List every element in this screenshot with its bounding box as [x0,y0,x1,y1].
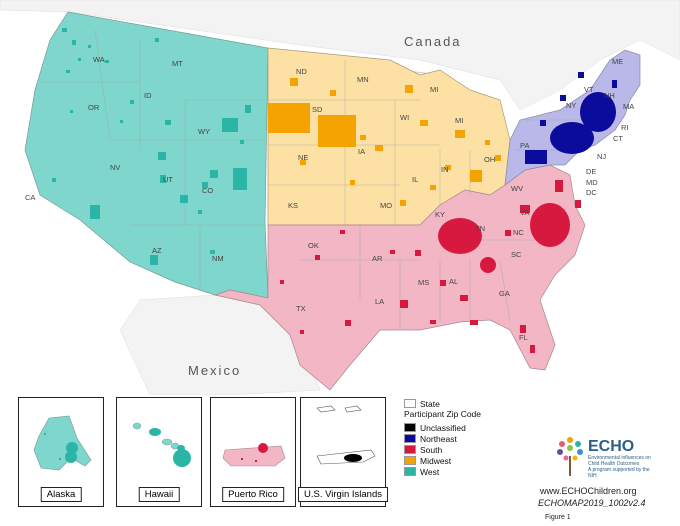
inset-label-puerto-rico: Puerto Rico [222,487,284,502]
logo-note-text: A program supported by the NIH [588,467,650,479]
inset-virgin-islands: U.S. Virgin Islands [298,397,388,507]
state-label: DC [586,188,597,197]
legend-swatch [404,445,416,454]
state-label: GA [499,289,510,298]
state-label: IN [441,165,449,174]
state-label: MD [586,178,598,187]
legend-title: Participant Zip Code [404,409,482,419]
legend-state-row: State [404,398,481,409]
state-label: NJ [597,152,606,161]
state-label: NH [604,91,615,100]
legend-item: West [404,466,481,477]
state-label: OH [484,155,495,164]
legend-item-label: Northeast [420,433,457,444]
state-label: MN [357,75,369,84]
state-label: ME [612,57,623,66]
legend-state-label: State [420,398,440,409]
map-id: ECHOMAP2019_1002v2.4 [538,498,646,508]
legend-swatch [404,434,416,443]
inset-puerto-rico: Puerto Rico [210,397,296,507]
state-label: MI [455,116,463,125]
state-label: MS [418,278,429,287]
state-label: LA [375,297,384,306]
state-label: CA [25,193,35,202]
canada-label: Canada [404,34,462,49]
state-label: NM [212,254,224,263]
state-label: VA [520,208,529,217]
state-label: CO [202,186,213,195]
midwest-participant-clusters [268,78,501,206]
state-label: KS [288,201,298,210]
legend-item: Northeast [404,433,481,444]
state-label: WI [400,113,409,122]
state-label: FL [519,333,528,342]
state-label: NC [513,228,524,237]
state-label: ND [296,67,307,76]
state-label: WA [93,55,105,64]
state-label: IL [412,175,418,184]
state-label: WY [198,127,210,136]
state-label: PA [520,141,529,150]
state-label: RI [621,123,629,132]
state-label: OK [308,241,319,250]
state-label: WV [511,184,523,193]
state-label: KY [435,210,445,219]
state-label: NY [566,101,576,110]
state-label: AR [372,254,383,263]
state-label: SD [312,105,323,114]
legend-item-label: Midwest [420,455,452,466]
inset-alaska: Alaska [18,397,104,507]
website-url[interactable]: www.ECHOChildren.org [540,486,637,496]
echo-logo-icon [557,437,583,476]
us-map: WA MT OR ID WY NV UT CO CA AZ NM ND MN S… [0,0,680,395]
legend-swatch [404,456,416,465]
figure-caption: Figure 1 [545,514,571,521]
legend-item-label: Unclassified [420,422,466,433]
mexico-label: Mexico [188,363,242,378]
legend-item: Midwest [404,455,481,466]
state-label: UT [163,175,173,184]
legend-swatch [404,423,416,432]
legend-swatch [404,467,416,476]
inset-hawaii: Hawaii [116,397,202,507]
logo-name: ECHO [588,438,635,455]
inset-label-virgin-islands: U.S. Virgin Islands [298,487,388,502]
state-label: NE [298,153,308,162]
state-label: CT [613,134,623,143]
northeast-participant-clusters [525,72,617,164]
south-participant-clusters [280,180,581,353]
inset-label-hawaii: Hawaii [138,487,180,502]
state-label: MI [430,85,438,94]
state-label: SC [511,250,522,259]
state-label: IA [358,147,365,156]
state-swatch [404,399,416,408]
legend-item: South [404,444,481,455]
state-label: AZ [152,246,162,255]
map-legend: State Participant Zip Code Unclassified … [404,398,481,477]
legend-item-label: West [420,466,440,477]
state-label: NV [110,163,120,172]
state-label: DE [586,167,596,176]
state-label: AL [449,277,458,286]
legend-item-label: South [420,444,443,455]
state-label: MO [380,201,392,210]
state-label: VT [584,85,594,94]
legend-item: Unclassified [404,422,481,433]
region-west [24,11,269,299]
logo-tagline-text: Environmental influences on Child Health… [588,455,651,467]
state-label: OR [88,103,100,112]
state-label: MA [623,102,634,111]
state-label: ID [144,91,152,100]
inset-label-alaska: Alaska [40,487,82,502]
west-participant-clusters [52,28,251,265]
state-label: TN [475,224,485,233]
state-label: TX [296,304,306,313]
state-label: MT [172,59,183,68]
logo-tagline: Environmental influences on Child Health… [588,455,658,479]
state-labels: WA MT OR ID WY NV UT CO CA AZ NM ND MN S… [25,55,634,342]
